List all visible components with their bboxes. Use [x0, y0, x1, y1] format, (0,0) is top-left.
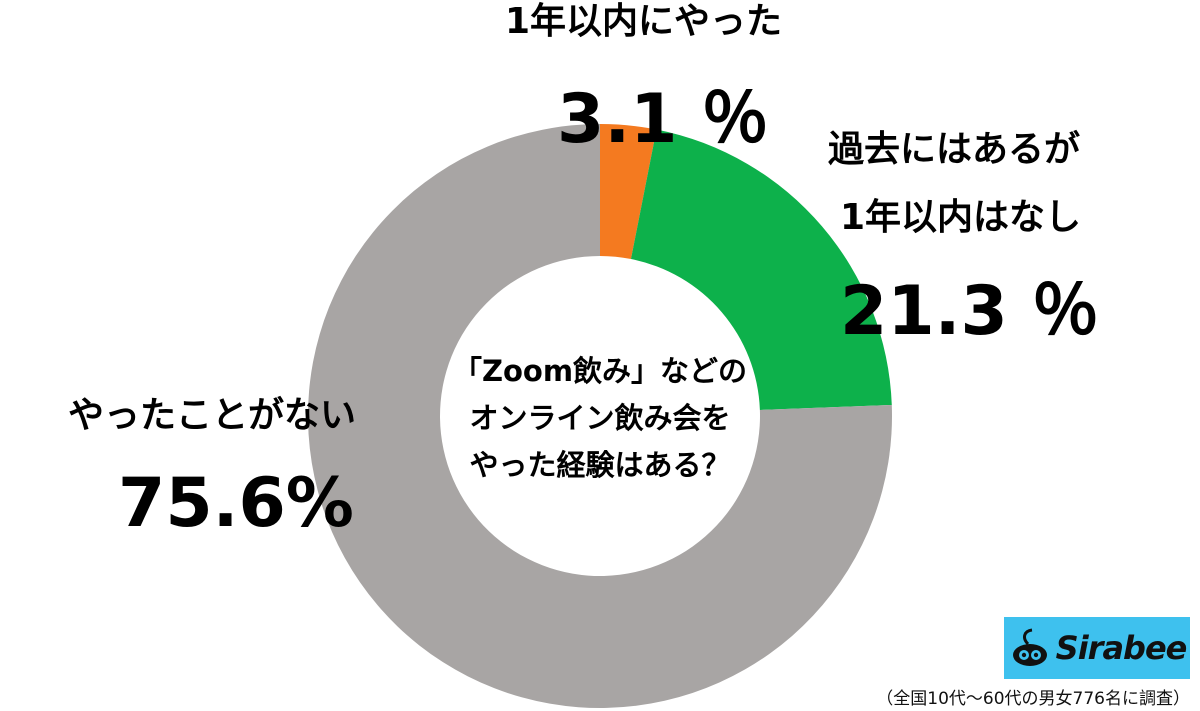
slice-label-past-line2: 1年以内はなし — [840, 197, 1082, 238]
slice-label-within-year: 1年以内にやった — [505, 1, 783, 42]
slice-value-past: 21.3 ％ — [840, 272, 1100, 351]
slice-within-year — [600, 124, 657, 260]
question-line-3: やった経験はある？ — [469, 448, 731, 482]
slice-value-within-year: 3.1 ％ — [557, 80, 770, 159]
question-line-2: オンライン飲み会を — [469, 401, 731, 435]
survey-footnote: （全国10代〜60代の男女776名に調査） — [876, 689, 1190, 709]
chart-question: 「Zoom飲み」などの オンライン飲み会を やった経験はある？ — [430, 348, 770, 489]
slice-label-past-line1: 過去にはあるが — [828, 129, 1081, 170]
donut-slices — [308, 124, 892, 708]
slice-value-never: 75.6% — [118, 464, 354, 543]
sirabee-logo-icon — [1012, 628, 1047, 666]
brand-name: Sirabee — [1055, 629, 1188, 667]
sirabee-logo: Sirabee — [1004, 617, 1190, 679]
slice-never — [308, 124, 892, 708]
slice-label-never: やったことがない — [68, 395, 357, 436]
slice-past — [630, 129, 892, 410]
question-line-1: 「Zoom飲み」などの — [452, 354, 748, 388]
